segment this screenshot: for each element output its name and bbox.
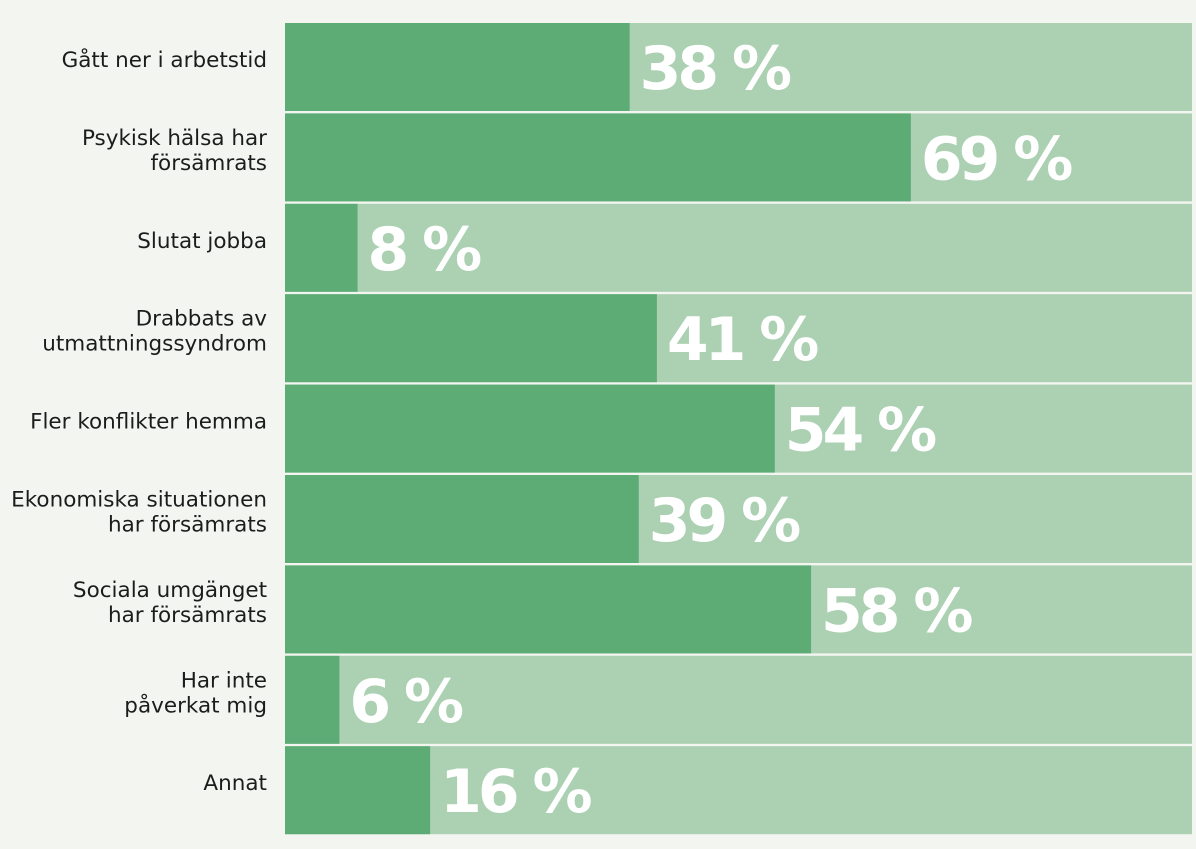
bar-row: 58 % Sociala umgänget har försämrats (73, 565, 1192, 654)
bar (285, 23, 630, 111)
category-label-line: Annat (203, 771, 267, 796)
bar (285, 746, 431, 835)
category-label-line: försämrats (150, 151, 267, 176)
category-label: Psykisk hälsa har försämrats (82, 126, 267, 176)
bar-track (285, 746, 1192, 835)
bar-row: 69 % Psykisk hälsa har försämrats (82, 113, 1192, 202)
value-label: 39 % (649, 486, 800, 556)
category-label-line: Drabbats av (136, 307, 268, 332)
category-label: Drabbats av utmattningssyndrom (42, 307, 267, 357)
bar (285, 113, 911, 202)
bar (285, 384, 775, 473)
category-label: Har inte påverkat mig (124, 668, 267, 718)
bar-row: 54 % Fler konflikter hemma (30, 384, 1192, 473)
bar (285, 203, 358, 292)
value-label: 8 % (368, 215, 482, 285)
category-label: Slutat jobba (137, 229, 267, 254)
value-label: 69 % (921, 124, 1072, 194)
bar (285, 294, 657, 383)
value-label: 54 % (785, 396, 936, 466)
category-label: Ekonomiska situationen har försämrats (11, 488, 267, 538)
category-label-line: har försämrats (108, 603, 267, 628)
bar-row: 41 % Drabbats av utmattningssyndrom (42, 294, 1192, 383)
value-label: 6 % (349, 667, 463, 737)
category-label-line: Slutat jobba (137, 229, 267, 254)
category-label: Annat (203, 771, 267, 796)
category-label-line: påverkat mig (124, 692, 267, 718)
bar-track (285, 655, 1192, 744)
bar-row: 39 % Ekonomiska situationen har försämrats (11, 475, 1192, 563)
bar-row: 16 % Annat (203, 746, 1192, 835)
value-label: 16 % (440, 757, 591, 827)
category-label-line: har försämrats (108, 513, 267, 538)
category-label-line: Sociala umgänget (73, 578, 267, 603)
category-label: Gått ner i arbetstid (62, 47, 267, 73)
bar (285, 655, 340, 744)
value-label: 58 % (821, 576, 972, 646)
category-label-line: Fler konflikter hemma (30, 410, 267, 435)
bar-row: 38 % Gått ner i arbetstid (62, 23, 1192, 111)
bar-track (285, 203, 1192, 292)
value-label: 41 % (667, 305, 818, 375)
category-label-line: Ekonomiska situationen (11, 488, 267, 513)
category-label-line: Gått ner i arbetstid (62, 47, 267, 73)
category-label-line: Har inte (181, 668, 267, 693)
bar-row: 8 % Slutat jobba (137, 203, 1192, 292)
category-label-line: utmattningssyndrom (42, 332, 267, 357)
value-label: 38 % (640, 34, 791, 104)
bar (285, 565, 812, 654)
category-label-line: Psykisk hälsa har (82, 126, 267, 151)
bar (285, 475, 639, 563)
bar-row: 6 % Har inte påverkat mig (124, 655, 1192, 744)
category-label: Sociala umgänget har försämrats (73, 578, 267, 628)
category-label: Fler konflikter hemma (30, 410, 267, 435)
